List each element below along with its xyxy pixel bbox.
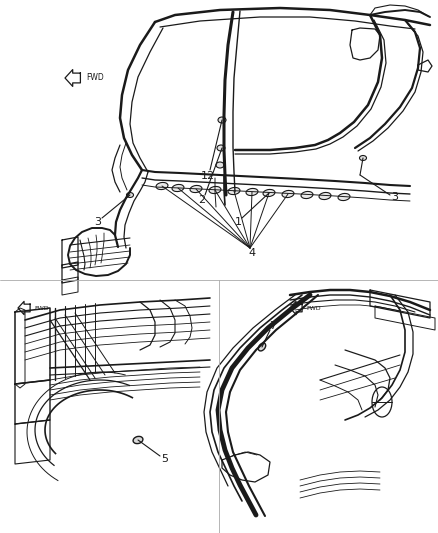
Text: FWD: FWD [307,305,321,311]
Ellipse shape [228,188,240,195]
Text: 3: 3 [392,192,399,202]
Ellipse shape [156,182,168,190]
Text: 1: 1 [234,217,241,227]
Ellipse shape [338,193,350,200]
Ellipse shape [282,190,294,198]
Ellipse shape [218,117,226,123]
Ellipse shape [133,437,143,443]
Text: 7: 7 [269,321,276,331]
Ellipse shape [127,192,134,198]
Ellipse shape [190,185,202,192]
Text: FWD: FWD [35,305,49,311]
Ellipse shape [301,191,313,199]
Ellipse shape [263,189,275,197]
Text: 4: 4 [248,248,255,258]
Ellipse shape [360,156,367,160]
Text: 2: 2 [198,195,205,205]
Text: 3: 3 [95,217,102,227]
Text: 5: 5 [162,454,169,464]
Ellipse shape [172,184,184,191]
Ellipse shape [319,192,331,199]
Text: FWD: FWD [86,74,104,83]
Ellipse shape [209,187,221,193]
Ellipse shape [216,162,224,168]
Ellipse shape [246,189,258,196]
Text: 12: 12 [201,171,215,181]
Ellipse shape [372,387,392,417]
Ellipse shape [217,145,225,151]
Ellipse shape [258,343,266,351]
